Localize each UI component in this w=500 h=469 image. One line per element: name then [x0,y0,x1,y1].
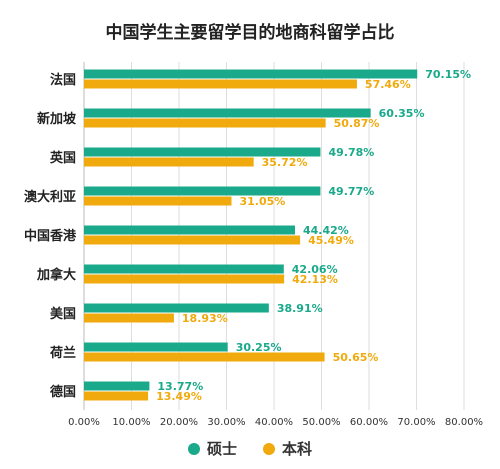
bar-bachelor [84,118,326,128]
bar-bachelor [84,196,232,206]
bar-master [84,342,228,352]
category-label: 美国 [50,306,76,322]
data-label-bachelor: 35.72% [262,156,308,169]
legend: 硕士 本科 [0,438,500,459]
bar-master [84,264,284,274]
legend-label-bachelor: 本科 [282,440,313,458]
data-label-master: 60.35% [379,107,425,120]
bar-bachelor [84,313,174,323]
data-labels: 70.15% 57.46% 60.35%50.87% 49.78% 35.72% 49.7… [156,68,471,403]
data-label-bachelor: 57.46% [365,78,411,91]
category-label: 中国香港 [24,228,77,244]
category-label: 法国 [50,72,76,88]
category-label: 英国 [49,150,76,166]
data-label-master: 38.91% [277,302,323,315]
data-label-master: 13.77% [157,380,203,393]
category-label: 荷兰 [49,345,76,361]
x-tick-label: 10.00% [112,417,150,428]
x-tick-label: 0.00% [68,417,100,428]
data-label-master: 49.77% [328,185,374,198]
data-label-master: 42.06% [292,263,338,276]
data-label-master: 44.42% [303,224,349,237]
x-tick-label: 40.00% [255,417,293,428]
legend-label-master: 硕士 [206,440,237,458]
bar-master [84,303,269,313]
legend-marker-bachelor [263,442,275,455]
category-label: 澳大利亚 [24,189,76,205]
bar-master [84,108,371,118]
category-label: 德国 [50,384,76,400]
legend-item-bachelor: 本科 [263,438,312,459]
legend-item-master: 硕士 [187,438,237,459]
bar-master [84,186,321,196]
bar-bachelor [84,235,301,245]
x-tick-label: 80.00% [445,417,483,428]
data-label-master: 70.15% [425,68,471,81]
data-label-bachelor: 50.87% [334,117,380,130]
x-axis-ticks: 0.00% 10.00% 20.00% 30.00% 40.00% 50.00% 60.00… [68,417,483,428]
bar-master [84,69,418,79]
data-label-master: 30.25% [236,341,282,354]
x-tick-label: 20.00% [160,417,198,428]
data-label-bachelor: 13.49% [156,390,202,403]
data-label-master: 49.78% [328,146,374,159]
data-label-bachelor: 31.05% [239,195,285,208]
category-label: 新加坡 [37,111,77,127]
data-label-bachelor: 50.65% [333,351,379,364]
bar-bachelor [84,157,254,167]
bar-bachelor [84,79,357,89]
bar-bachelor [84,274,285,284]
legend-marker-master [187,442,200,455]
x-tick-label: 50.00% [302,417,340,428]
bar-master [84,147,321,157]
x-tick-label: 70.00% [397,417,435,428]
data-label-bachelor: 18.93% [182,312,228,325]
chart-title: 中国学生主要留学目的地商科留学占比 [105,23,395,43]
bar-master [84,381,150,391]
x-tick-label: 30.00% [207,417,245,428]
data-label-bachelor: 45.49% [308,234,354,247]
bar-bachelor [84,391,149,401]
x-tick-label: 60.00% [350,417,388,428]
bar-master [84,225,295,235]
category-label: 加拿大 [36,267,76,283]
data-label-bachelor: 42.13% [292,273,338,286]
bar-bachelor [84,352,325,362]
bars [84,69,418,401]
